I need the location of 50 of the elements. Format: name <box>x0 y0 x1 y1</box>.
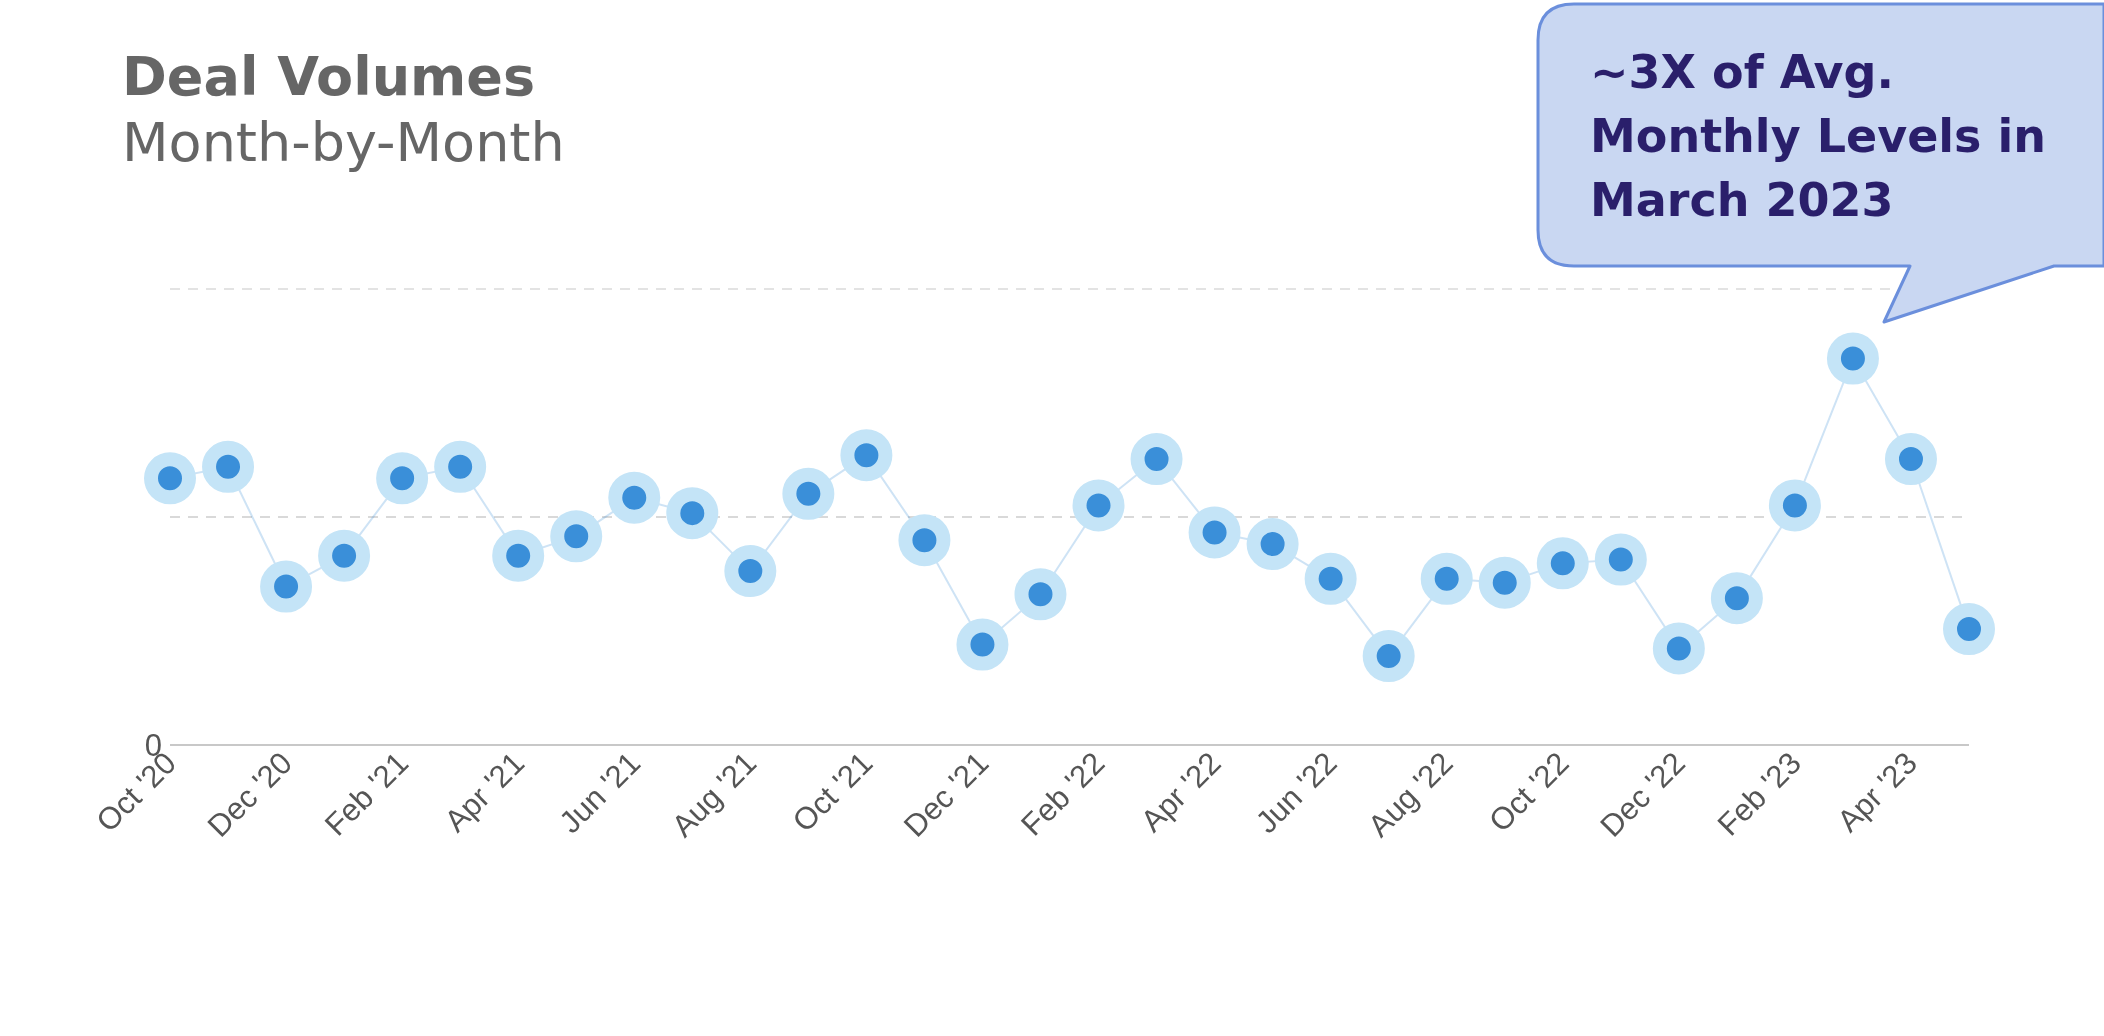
chart-title: Deal Volumes <box>122 44 537 110</box>
x-tick-label: Apr '22 <box>1134 745 1228 839</box>
point <box>1304 552 1357 605</box>
point <box>1768 479 1821 532</box>
point <box>492 529 545 582</box>
point <box>144 452 196 505</box>
x-tick-label: Oct '22 <box>1482 745 1576 839</box>
point <box>1826 332 1879 385</box>
x-tick-label: Feb '21 <box>317 745 416 843</box>
x-tick-label: Oct '21 <box>785 745 880 839</box>
point <box>1652 622 1705 675</box>
point <box>1943 603 1995 656</box>
point <box>202 440 255 493</box>
x-tick-label: Dec '21 <box>897 745 996 844</box>
point <box>724 545 777 598</box>
point <box>1884 433 1937 486</box>
x-tick-label: Apr '21 <box>437 745 532 839</box>
point <box>1478 556 1531 609</box>
x-tick-label: Aug '21 <box>664 745 764 844</box>
point <box>1594 533 1647 586</box>
point <box>608 471 661 524</box>
point <box>1420 552 1473 605</box>
point <box>1710 572 1763 625</box>
x-tick-label: Jun '21 <box>552 745 648 840</box>
x-tick-label: Feb '23 <box>1710 745 1808 843</box>
point <box>666 487 719 540</box>
point <box>376 452 429 505</box>
x-tick-label: Apr '23 <box>1830 745 1924 839</box>
point <box>956 618 1009 671</box>
point <box>840 429 893 482</box>
point <box>1130 433 1183 486</box>
point <box>434 440 487 493</box>
point <box>782 467 835 520</box>
point <box>1246 518 1299 571</box>
point <box>898 514 951 567</box>
chart-subtitle: Month-by-Month <box>122 110 565 176</box>
x-tick-label: Dec '22 <box>1593 745 1692 844</box>
text: ~3X of Avg. Monthly Levels in March 2023 <box>1590 44 2047 229</box>
point <box>1362 630 1415 683</box>
point <box>260 560 313 613</box>
point <box>1014 568 1067 621</box>
point <box>318 529 371 582</box>
point <box>550 510 603 563</box>
point <box>1188 506 1241 559</box>
x-tick-label: Aug '22 <box>1361 745 1460 844</box>
point <box>1536 537 1589 590</box>
x-tick-label: Feb '22 <box>1014 745 1112 843</box>
x-tick-label: Jun '22 <box>1248 745 1344 840</box>
point <box>1072 479 1125 532</box>
x-tick-label: Dec '20 <box>200 745 300 844</box>
